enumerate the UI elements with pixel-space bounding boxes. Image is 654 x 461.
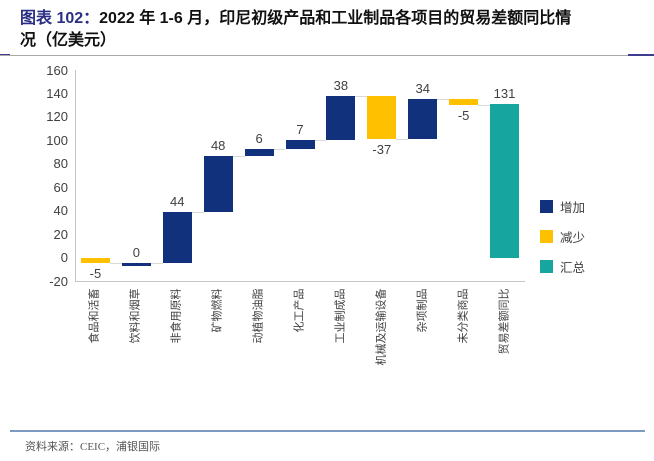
y-axis-line <box>75 70 76 282</box>
connector-line <box>437 99 450 101</box>
bar-increase-非食用原料 <box>162 211 192 264</box>
bar-increase-工业制成品 <box>326 95 356 141</box>
y-axis-tick-label: 20 <box>53 226 68 242</box>
bar-decrease-未分类商品 <box>449 99 479 106</box>
x-category-label: 矿物燃料 <box>211 288 224 332</box>
legend-item: 汇总 <box>540 257 585 276</box>
legend-label: 减少 <box>560 231 586 245</box>
legend-swatch-decrease <box>540 230 553 243</box>
legend-label: 增加 <box>560 201 586 215</box>
title-text: 2022 年 1-6 月，印尼初级产品和工业制品各项目的贸易差额同比情 <box>99 10 572 27</box>
bar-value-label: 48 <box>210 137 226 153</box>
footer-rule <box>10 430 645 432</box>
connector-line <box>396 139 409 141</box>
bar-value-label: -37 <box>372 142 392 158</box>
bar-zero-饮料和烟草 <box>121 263 151 267</box>
x-category-label: 食品和活畜 <box>88 288 101 343</box>
bar-value-label: -5 <box>89 266 102 282</box>
bar-value-label: 7 <box>296 122 304 138</box>
connector-line <box>478 105 491 107</box>
x-category-label: 杂项制品 <box>416 288 429 332</box>
connector-line <box>273 148 286 150</box>
x-axis-line <box>75 281 525 282</box>
y-axis-tick-label: 160 <box>46 62 68 78</box>
y-axis-tick-label: 80 <box>53 156 68 172</box>
connector-line <box>150 263 163 265</box>
legend-item: 增加 <box>540 197 585 216</box>
x-category-label: 化工产品 <box>293 288 306 332</box>
bar-increase-化工产品 <box>285 140 315 149</box>
x-category-label: 工业制成品 <box>334 288 347 343</box>
page-title: 图表 102：2022 年 1-6 月，印尼初级产品和工业制品各项目的贸易差额同… <box>20 8 646 52</box>
bar-decrease-食品和活畜 <box>80 257 110 264</box>
y-axis-tick-label: 100 <box>46 132 68 148</box>
bar-value-label: 0 <box>132 245 140 261</box>
source-note: 资料来源：CEIC，浦银国际 <box>25 441 161 453</box>
title-separator <box>0 55 654 56</box>
y-axis-tick-label: 140 <box>46 85 68 101</box>
x-category-label: 非食用原料 <box>170 288 183 343</box>
x-category-label: 饮料和烟草 <box>129 288 142 343</box>
bar-increase-动植物油脂 <box>244 148 274 156</box>
bar-total-贸易差额同比 <box>490 103 520 258</box>
bar-increase-杂项制品 <box>408 99 438 140</box>
bar-value-label: -5 <box>457 108 470 124</box>
connector-line <box>191 211 204 213</box>
bar-decrease-机械及运输设备 <box>367 95 397 140</box>
title-line-1: 图表 102：2022 年 1-6 月，印尼初级产品和工业制品各项目的贸易差额同… <box>20 8 646 30</box>
legend-swatch-increase <box>540 200 553 213</box>
bar-increase-矿物燃料 <box>203 155 233 212</box>
y-axis-tick-label: 120 <box>46 109 68 125</box>
bar-value-label: 34 <box>415 81 430 97</box>
connector-line <box>314 140 327 142</box>
connector-line <box>109 263 122 265</box>
legend-swatch-total <box>540 260 553 273</box>
legend-label: 汇总 <box>560 261 586 275</box>
chart-number-label: 图表 102： <box>20 10 100 27</box>
x-category-label: 机械及运输设备 <box>375 288 388 365</box>
x-category-label: 动植物油脂 <box>252 288 265 343</box>
bar-value-label: 6 <box>255 130 263 146</box>
bar-value-label: 131 <box>493 85 516 101</box>
y-axis-tick-label: 60 <box>53 179 68 195</box>
bar-value-label: 38 <box>333 77 349 93</box>
y-axis-tick-label: 0 <box>60 250 68 266</box>
bar-value-label: 44 <box>170 193 185 209</box>
connector-line <box>355 95 368 97</box>
y-axis-tick-label: 40 <box>53 203 68 219</box>
legend-item: 减少 <box>540 227 585 246</box>
y-axis-tick-label: -20 <box>49 273 68 289</box>
connector-line <box>232 155 245 157</box>
x-category-label: 贸易差额同比 <box>498 288 511 354</box>
title-line-2: 况（亿美元） <box>20 32 117 49</box>
x-category-label: 未分类商品 <box>457 288 470 343</box>
title-separator-right-cap <box>628 54 654 56</box>
